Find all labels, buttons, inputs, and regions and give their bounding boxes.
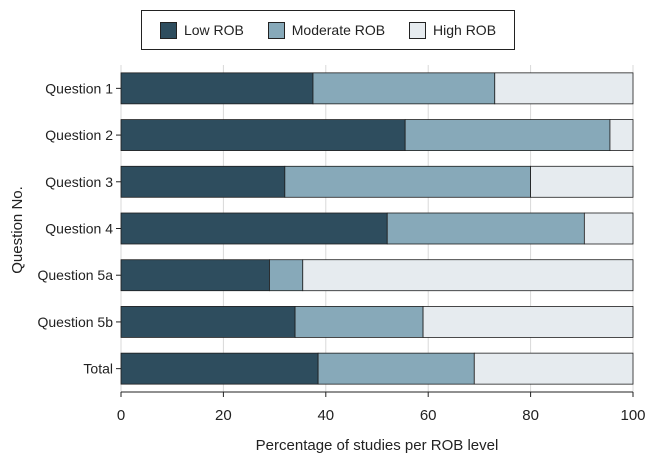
y-tick-label: Question 5b bbox=[38, 314, 114, 330]
bar-segment-low bbox=[120, 352, 319, 385]
y-tick-label: Question 5a bbox=[38, 267, 114, 283]
y-tick-label: Total bbox=[83, 361, 113, 377]
legend-item-low: Low ROB bbox=[159, 21, 244, 39]
bar-segment-low bbox=[120, 72, 314, 105]
x-tick-label: 0 bbox=[117, 407, 125, 424]
legend: Low ROB Moderate ROB High ROB bbox=[141, 10, 515, 50]
legend-label-low: Low ROB bbox=[183, 22, 244, 38]
bar-segment-low bbox=[120, 119, 406, 151]
y-tick-labels: Question 1 Question 2 Question 3 Question 4… bbox=[38, 80, 121, 377]
y-tick-label: Question 2 bbox=[45, 127, 113, 143]
y-axis-label: Question No. bbox=[9, 186, 26, 274]
legend-swatch-high bbox=[409, 21, 427, 39]
y-tick-label: Question 1 bbox=[45, 80, 113, 96]
bar-segment-high bbox=[494, 72, 634, 105]
legend-label-moderate: Moderate ROB bbox=[291, 22, 386, 38]
x-axis-label: Percentage of studies per ROB level bbox=[256, 437, 499, 453]
x-tick-label: 20 bbox=[215, 407, 232, 424]
bar-segment-high bbox=[473, 352, 634, 385]
bar-segment-moderate bbox=[404, 119, 611, 151]
x-tick-label: 80 bbox=[522, 407, 539, 424]
legend-swatch-low bbox=[159, 21, 177, 39]
bar-segment-moderate bbox=[386, 212, 585, 245]
x-tick-label: 100 bbox=[620, 407, 645, 424]
bar-segment-high bbox=[302, 259, 634, 292]
x-tick-label: 60 bbox=[420, 407, 437, 424]
y-tick-label: Question 3 bbox=[45, 174, 113, 190]
bar-segment-high bbox=[530, 165, 634, 198]
bar-segment-high bbox=[583, 212, 634, 245]
bar-segment-low bbox=[120, 306, 296, 338]
legend-label-high: High ROB bbox=[433, 22, 497, 38]
bar-segment-high bbox=[609, 119, 634, 151]
bar-segment-moderate bbox=[269, 259, 304, 292]
bars bbox=[120, 72, 634, 385]
legend-item-moderate: Moderate ROB bbox=[267, 21, 386, 39]
legend-item-high: High ROB bbox=[409, 21, 497, 39]
bar-segment-moderate bbox=[317, 352, 475, 385]
x-tick-labels: 0 20 40 60 80 100 bbox=[117, 392, 646, 424]
bar-segment-low bbox=[120, 259, 270, 292]
bar-segment-high bbox=[422, 306, 634, 338]
x-tick-label: 40 bbox=[317, 407, 334, 424]
bar-segment-low bbox=[120, 212, 388, 245]
bar-segment-moderate bbox=[312, 72, 496, 105]
bar-segment-moderate bbox=[284, 165, 531, 198]
bar-segment-moderate bbox=[294, 306, 424, 338]
legend-swatch-moderate bbox=[267, 21, 285, 39]
y-tick-label: Question 4 bbox=[45, 221, 113, 237]
bar-segment-low bbox=[120, 165, 286, 198]
